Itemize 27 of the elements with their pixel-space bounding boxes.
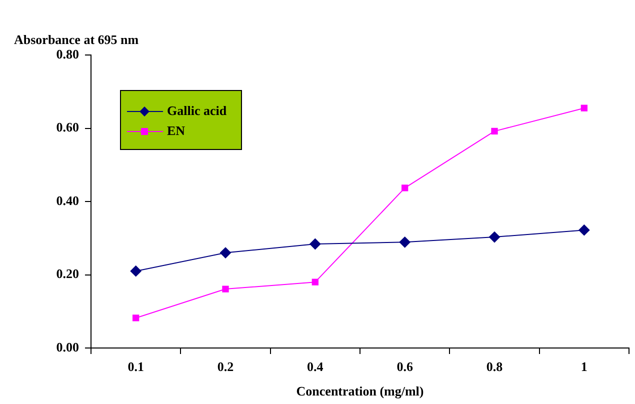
point [222, 286, 229, 292]
point [399, 236, 410, 248]
point [489, 232, 500, 243]
point [130, 266, 142, 277]
point [578, 224, 590, 236]
x-tick-label: 1 [580, 359, 588, 374]
x-tick-label: 0.6 [396, 359, 414, 374]
y-tick-label: 0.00 [56, 339, 79, 354]
y-tick-label: 0.20 [56, 266, 79, 282]
y-tick-label: 0.40 [56, 192, 79, 208]
x-tick-label: 0.8 [486, 359, 504, 374]
point [580, 104, 588, 112]
point [132, 314, 140, 322]
y-tick-label: 0.80 [56, 46, 79, 62]
y-axis-title: Absorbance at 695 nm [14, 32, 139, 47]
point [402, 184, 408, 192]
x-tick-label: 0.4 [307, 359, 324, 374]
legend-label: EN [167, 123, 186, 139]
y-tick-label: 0.60 [56, 120, 79, 135]
legend-label: Gallic acid [167, 103, 227, 119]
x-tick-label: 0.1 [128, 359, 144, 374]
point [491, 128, 498, 135]
point [312, 278, 318, 286]
x-tick-label: 0.2 [217, 359, 234, 374]
point [220, 247, 231, 258]
x-axis-title: Concentration (mg/ml) [296, 384, 424, 399]
point [310, 238, 321, 250]
